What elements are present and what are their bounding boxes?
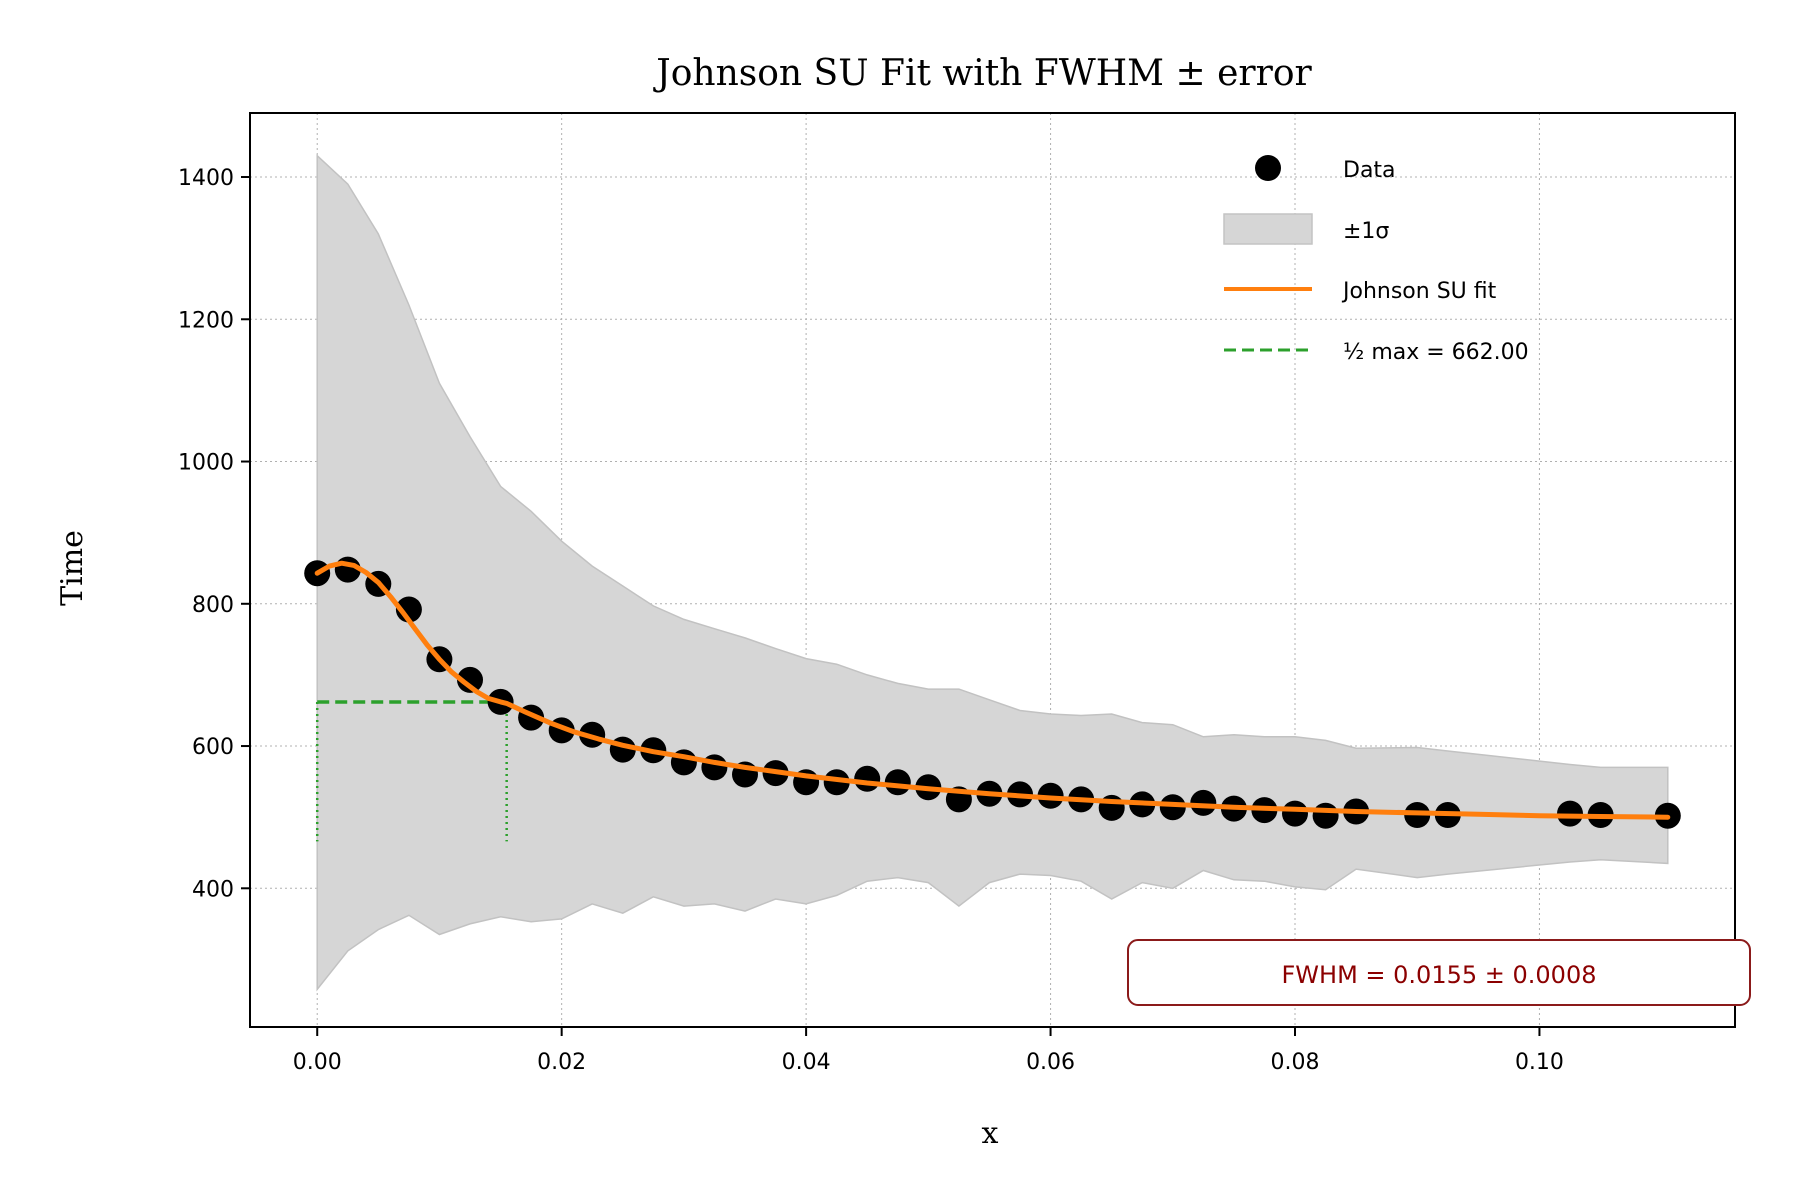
x-tick-label: 0.08	[1271, 1050, 1320, 1075]
y-tick-label: 1200	[178, 308, 234, 333]
data-point	[395, 596, 422, 623]
legend-band-label: ±1σ	[1343, 219, 1389, 244]
data-point	[854, 765, 881, 792]
data-point	[457, 666, 483, 693]
chart-title: Johnson SU Fit with FWHM ± error	[652, 53, 1312, 94]
legend-data-label: Data	[1343, 158, 1396, 183]
x-tick-label: 0.06	[1026, 1050, 1075, 1075]
data-point	[1159, 794, 1186, 821]
x-tick-label: 0.00	[293, 1050, 342, 1075]
x-tick-label: 0.10	[1515, 1050, 1564, 1075]
y-tick-label: 400	[192, 877, 234, 902]
sigma-band	[316, 153, 1669, 992]
data-point	[1282, 800, 1308, 827]
fwhm-annotation-text: FWHM = 0.0155 ± 0.0008	[1282, 961, 1597, 989]
y-tick-label: 600	[192, 735, 234, 760]
legend-halfmax-label: ½ max = 662.00	[1343, 340, 1529, 365]
y-tick-label: 1400	[178, 166, 234, 191]
data-point	[823, 769, 850, 796]
plot-frame	[249, 112, 1736, 1028]
data-point	[1312, 802, 1339, 829]
y-axis-ticks: 400 600 800 1000 1200 1400	[178, 166, 250, 902]
fit-line-layer	[314, 560, 1671, 820]
plot-area	[249, 112, 1736, 1028]
data-point	[884, 769, 911, 796]
half-max-marker-layer	[315, 700, 508, 842]
fit-line	[314, 560, 1671, 820]
legend-band-swatch	[1223, 213, 1313, 245]
x-axis-ticks: 0.00 0.02 0.04 0.06 0.08 0.10	[293, 1027, 1564, 1075]
sigma-band-layer	[316, 153, 1669, 992]
x-tick-label: 0.02	[537, 1050, 586, 1075]
fwhm-annotation-box	[1127, 939, 1751, 1006]
y-axis-label: Time	[55, 530, 90, 606]
y-tick-label: 1000	[178, 451, 234, 476]
fwhm-annotation: FWHM = 0.0155 ± 0.0008	[1127, 939, 1751, 1006]
x-axis-label: x	[982, 1116, 999, 1151]
legend-data-marker	[1255, 155, 1281, 181]
x-tick-label: 0.04	[782, 1050, 831, 1075]
data-point	[1190, 789, 1217, 816]
y-tick-label: 800	[192, 593, 234, 618]
legend: Data ±1σ Johnson SU fit ½ max = 662.00	[1223, 155, 1529, 365]
legend-fit-label: Johnson SU fit	[1341, 279, 1497, 304]
